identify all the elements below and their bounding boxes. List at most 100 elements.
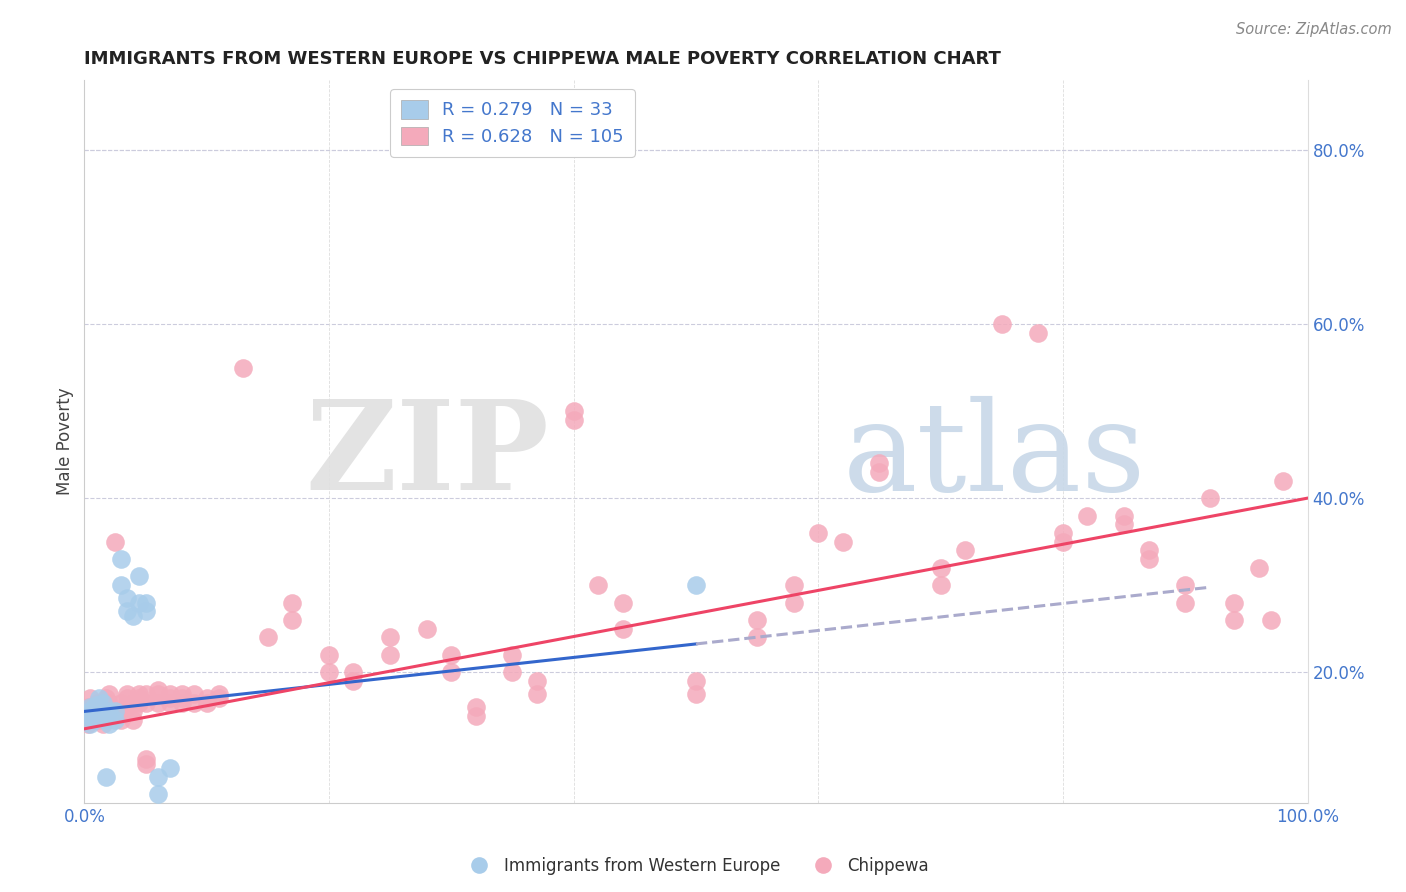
Point — [159, 691, 181, 706]
Point — [128, 569, 150, 583]
Point — [195, 696, 218, 710]
Point — [208, 687, 231, 701]
Point — [83, 713, 105, 727]
Point — [440, 665, 463, 680]
Point — [146, 696, 169, 710]
Point — [1174, 578, 1197, 592]
Point — [97, 696, 120, 710]
Point — [79, 700, 101, 714]
Point — [208, 691, 231, 706]
Point — [342, 673, 364, 688]
Point — [86, 705, 108, 719]
Point — [1223, 613, 1246, 627]
Point — [122, 705, 145, 719]
Point — [281, 613, 304, 627]
Point — [146, 787, 169, 801]
Point — [1260, 613, 1282, 627]
Point — [87, 713, 110, 727]
Point — [172, 696, 194, 710]
Point — [122, 608, 145, 623]
Point — [122, 713, 145, 727]
Point — [281, 596, 304, 610]
Point — [146, 770, 169, 784]
Point — [86, 702, 108, 716]
Point — [172, 691, 194, 706]
Point — [586, 578, 609, 592]
Text: IMMIGRANTS FROM WESTERN EUROPE VS CHIPPEWA MALE POVERTY CORRELATION CHART: IMMIGRANTS FROM WESTERN EUROPE VS CHIPPE… — [84, 50, 1001, 68]
Point — [79, 700, 101, 714]
Point — [110, 713, 132, 727]
Point — [135, 596, 157, 610]
Point — [416, 622, 439, 636]
Point — [79, 691, 101, 706]
Point — [91, 705, 114, 719]
Point — [146, 682, 169, 697]
Point — [115, 700, 138, 714]
Point — [257, 631, 280, 645]
Point — [110, 578, 132, 592]
Point — [562, 413, 585, 427]
Point — [195, 691, 218, 706]
Point — [91, 696, 114, 710]
Point — [183, 696, 205, 710]
Point — [110, 705, 132, 719]
Point — [86, 698, 108, 713]
Point — [86, 696, 108, 710]
Point — [83, 706, 105, 721]
Point — [87, 708, 110, 723]
Point — [502, 648, 524, 662]
Point — [96, 700, 118, 714]
Point — [86, 710, 108, 724]
Point — [440, 648, 463, 662]
Point — [128, 696, 150, 710]
Y-axis label: Male Poverty: Male Poverty — [56, 388, 75, 495]
Text: Source: ZipAtlas.com: Source: ZipAtlas.com — [1236, 22, 1392, 37]
Point — [685, 673, 707, 688]
Point — [232, 360, 254, 375]
Point — [97, 705, 120, 719]
Point — [929, 561, 952, 575]
Point — [380, 648, 402, 662]
Point — [97, 687, 120, 701]
Point — [1198, 491, 1220, 505]
Point — [83, 713, 105, 727]
Point — [96, 691, 118, 706]
Point — [91, 717, 114, 731]
Point — [1114, 508, 1136, 523]
Point — [128, 687, 150, 701]
Point — [115, 687, 138, 701]
Point — [82, 705, 104, 719]
Point — [87, 705, 110, 719]
Point — [612, 622, 634, 636]
Point — [1052, 525, 1074, 540]
Point — [464, 700, 486, 714]
Point — [82, 700, 104, 714]
Point — [747, 631, 769, 645]
Point — [318, 648, 340, 662]
Point — [502, 665, 524, 680]
Point — [96, 770, 118, 784]
Point — [79, 708, 101, 723]
Point — [135, 696, 157, 710]
Point — [807, 525, 830, 540]
Point — [122, 696, 145, 710]
Point — [97, 717, 120, 731]
Point — [526, 687, 548, 701]
Point — [318, 665, 340, 680]
Legend: Immigrants from Western Europe, Chippewa: Immigrants from Western Europe, Chippewa — [456, 850, 936, 881]
Point — [953, 543, 976, 558]
Point — [172, 687, 194, 701]
Point — [1114, 517, 1136, 532]
Point — [1247, 561, 1270, 575]
Point — [87, 708, 110, 723]
Point — [91, 708, 114, 723]
Point — [783, 578, 806, 592]
Point — [79, 705, 101, 719]
Point — [77, 708, 100, 723]
Point — [128, 596, 150, 610]
Point — [747, 613, 769, 627]
Point — [104, 705, 127, 719]
Point — [135, 604, 157, 618]
Point — [79, 717, 101, 731]
Point — [110, 552, 132, 566]
